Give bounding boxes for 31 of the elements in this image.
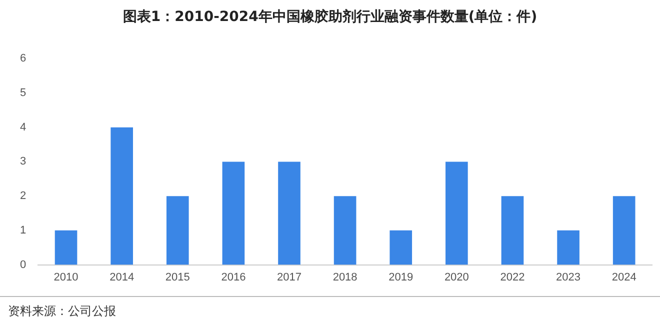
y-tick-label: 0 <box>20 258 26 271</box>
x-tick-label: 2014 <box>110 271 134 284</box>
x-tick-label: 2023 <box>556 271 581 284</box>
bar <box>557 230 580 265</box>
x-tick-label: 2022 <box>500 271 525 284</box>
y-tick-label: 3 <box>20 156 26 168</box>
x-tick-label: 2016 <box>221 271 246 284</box>
bar <box>166 196 189 265</box>
x-tick-label: 2010 <box>54 271 78 284</box>
bar <box>612 196 636 265</box>
x-tick-label: 2019 <box>388 271 414 284</box>
y-tick-label: 6 <box>20 52 26 65</box>
x-tick-label: 2018 <box>332 271 358 284</box>
x-tick-label: 2015 <box>165 271 190 284</box>
x-tick-label: 2020 <box>444 271 469 284</box>
x-tick-label: 2024 <box>612 271 636 284</box>
bar <box>278 162 300 265</box>
x-tick-label: 2017 <box>277 271 302 284</box>
bar <box>334 196 356 265</box>
chart-title: 图表1：2010-2024年中国橡胶助剂行业融资事件数量(单位：件) <box>122 8 538 26</box>
y-tick-label: 1 <box>20 224 26 236</box>
y-tick-label: 4 <box>20 121 26 134</box>
bar <box>110 127 133 265</box>
text: 资料来源：公司公报 <box>8 303 116 320</box>
bar <box>501 196 524 265</box>
bar <box>446 162 468 265</box>
bar <box>222 162 245 265</box>
y-tick-label: 2 <box>20 190 26 202</box>
y-tick-label: 5 <box>20 87 26 99</box>
bar <box>54 230 78 265</box>
bar <box>390 230 412 265</box>
